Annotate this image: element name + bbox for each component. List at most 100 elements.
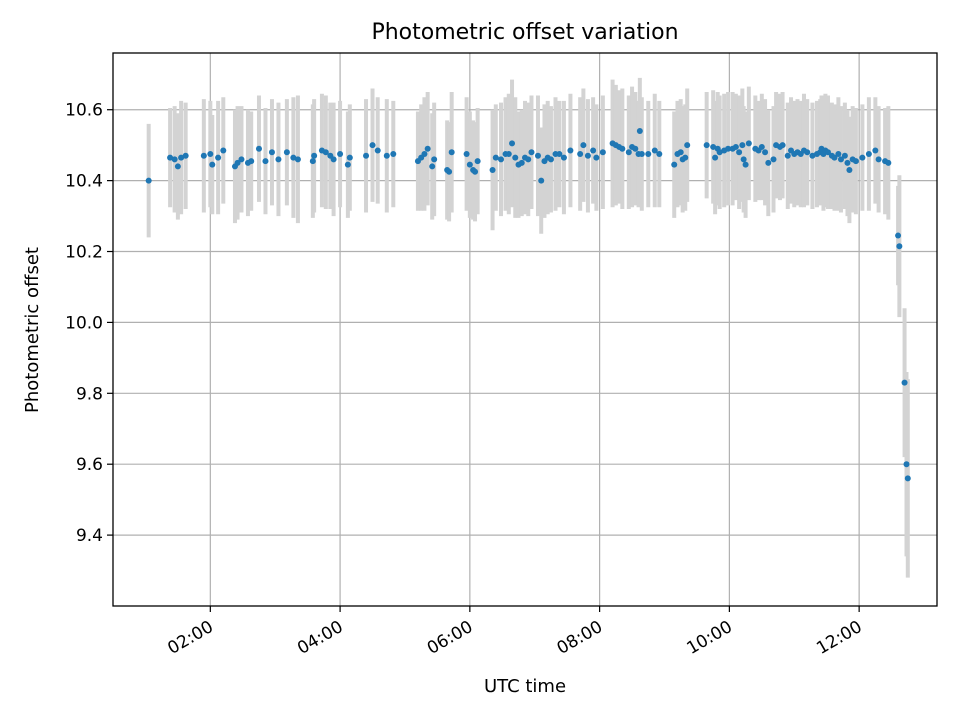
data-point <box>337 151 344 158</box>
data-point <box>841 152 848 159</box>
x-tick-label: 02:00 <box>164 617 216 659</box>
data-point <box>220 147 227 154</box>
data-point <box>528 149 535 156</box>
data-point <box>390 151 397 158</box>
data-point <box>740 156 747 163</box>
data-point <box>268 149 275 156</box>
data-point <box>645 151 652 158</box>
data-point <box>762 149 769 156</box>
data-point <box>167 154 174 161</box>
y-tick-label: 9.8 <box>76 384 103 404</box>
data-point <box>369 142 376 149</box>
y-tick-label: 10.2 <box>65 243 103 263</box>
data-point <box>234 159 241 166</box>
point-layer <box>145 127 911 482</box>
data-point <box>238 156 245 163</box>
x-tick-label: 08:00 <box>554 617 606 659</box>
data-point <box>837 156 844 163</box>
data-point <box>638 151 645 158</box>
data-point <box>682 154 689 161</box>
data-point <box>290 154 297 161</box>
data-point <box>739 142 746 149</box>
data-point <box>534 152 541 159</box>
data-point <box>178 154 185 161</box>
data-point <box>831 154 838 161</box>
data-point <box>736 149 743 156</box>
data-point <box>804 149 811 156</box>
data-point <box>322 149 329 156</box>
data-point <box>703 142 710 149</box>
data-point <box>903 461 910 468</box>
data-point <box>283 149 290 156</box>
data-point <box>509 140 516 147</box>
data-point <box>489 166 496 173</box>
data-point <box>472 168 479 175</box>
data-point <box>512 154 519 161</box>
data-point <box>677 149 684 156</box>
data-point <box>651 147 658 154</box>
data-point <box>824 149 831 156</box>
chart-title: Photometric offset variation <box>371 20 678 45</box>
data-point <box>590 147 597 154</box>
data-point <box>275 156 282 163</box>
data-point <box>207 151 214 158</box>
data-point <box>872 147 879 154</box>
data-point <box>885 159 892 166</box>
data-point <box>363 152 370 159</box>
data-point <box>632 145 639 152</box>
data-point <box>779 142 786 149</box>
data-point <box>311 152 318 159</box>
data-point <box>431 156 438 163</box>
plot-frame <box>112 52 938 607</box>
data-point <box>844 159 851 166</box>
data-point <box>745 140 752 147</box>
data-point <box>619 145 626 152</box>
data-point <box>671 161 678 168</box>
data-point <box>593 154 600 161</box>
x-tick-label: 10:00 <box>683 617 735 659</box>
data-point <box>784 152 791 159</box>
data-point <box>567 147 574 154</box>
data-point <box>636 127 643 134</box>
x-axis-label: UTC time <box>484 676 566 697</box>
data-point <box>712 154 719 161</box>
data-point <box>215 154 222 161</box>
data-point <box>896 243 903 250</box>
data-point <box>492 154 499 161</box>
y-tick-label: 10.0 <box>65 313 103 333</box>
data-point <box>599 149 606 156</box>
data-point <box>580 142 587 149</box>
data-point <box>547 156 554 163</box>
data-point <box>255 145 262 152</box>
data-point <box>424 145 431 152</box>
data-point <box>577 151 584 158</box>
y-tick-label: 10.6 <box>65 101 103 121</box>
x-tick-label: 12:00 <box>813 617 865 659</box>
data-point <box>809 152 816 159</box>
data-point <box>725 145 732 152</box>
data-point <box>765 159 772 166</box>
data-point <box>174 163 181 170</box>
y-tick-label: 9.6 <box>76 455 103 475</box>
y-tick-label: 10.4 <box>65 172 103 192</box>
data-point <box>448 149 455 156</box>
data-point <box>556 151 563 158</box>
data-point <box>525 156 532 163</box>
data-point <box>875 156 882 163</box>
y-axis-label: Photometric offset <box>22 247 43 413</box>
data-point <box>466 161 473 168</box>
data-point <box>294 156 301 163</box>
data-point <box>330 156 337 163</box>
data-point <box>625 149 632 156</box>
data-point <box>770 156 777 163</box>
data-point <box>463 151 470 158</box>
data-point <box>171 156 178 163</box>
data-point <box>584 152 591 159</box>
data-point <box>538 177 545 184</box>
data-point <box>560 154 567 161</box>
data-point <box>497 156 504 163</box>
data-point <box>859 154 866 161</box>
data-point <box>248 158 255 165</box>
data-point <box>474 158 481 165</box>
